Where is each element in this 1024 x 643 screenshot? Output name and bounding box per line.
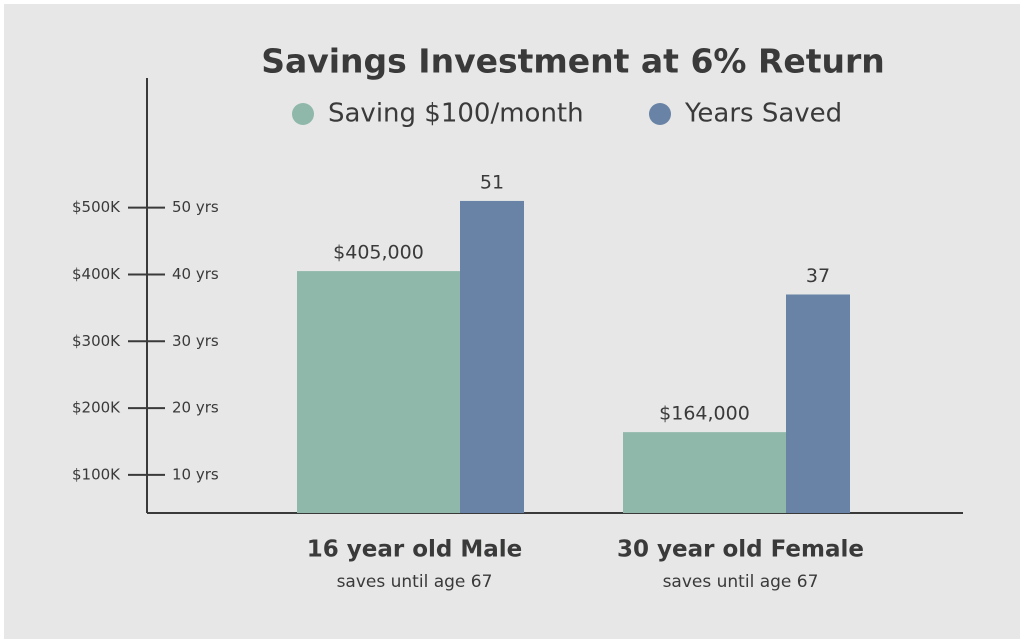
- value-label: $164,000: [659, 403, 750, 425]
- bar: [786, 294, 850, 513]
- bar: [623, 432, 786, 513]
- x-tick-note: saves until age 67: [337, 572, 493, 592]
- bar: [297, 271, 460, 513]
- bar: [460, 200, 524, 513]
- y2-tick-label: 30 yrs: [172, 332, 219, 350]
- x-tick-label: 16 year old Male: [307, 537, 523, 563]
- y-tick-label: $500K: [72, 198, 121, 216]
- x-tick-note: saves until age 67: [663, 572, 819, 592]
- y2-tick-label: 50 yrs: [172, 198, 219, 216]
- chart-title: Savings Investment at 6% Return: [261, 42, 885, 81]
- y2-tick-label: 10 yrs: [172, 465, 219, 483]
- y-tick-label: $300K: [72, 332, 121, 350]
- legend-marker: [292, 103, 314, 125]
- y2-tick-label: 20 yrs: [172, 399, 219, 417]
- value-label: $405,000: [333, 242, 424, 264]
- y-tick-label: $400K: [72, 265, 121, 283]
- y2-tick-label: 40 yrs: [172, 265, 219, 283]
- value-label: 51: [480, 171, 504, 193]
- x-tick-label: 30 year old Female: [617, 537, 864, 563]
- y-tick-label: $200K: [72, 399, 121, 417]
- legend-label: Years Saved: [684, 99, 842, 129]
- value-label: 37: [806, 265, 830, 287]
- y-tick-label: $100K: [72, 465, 121, 483]
- legend-marker: [649, 103, 671, 125]
- legend-label: Saving $100/month: [328, 99, 584, 129]
